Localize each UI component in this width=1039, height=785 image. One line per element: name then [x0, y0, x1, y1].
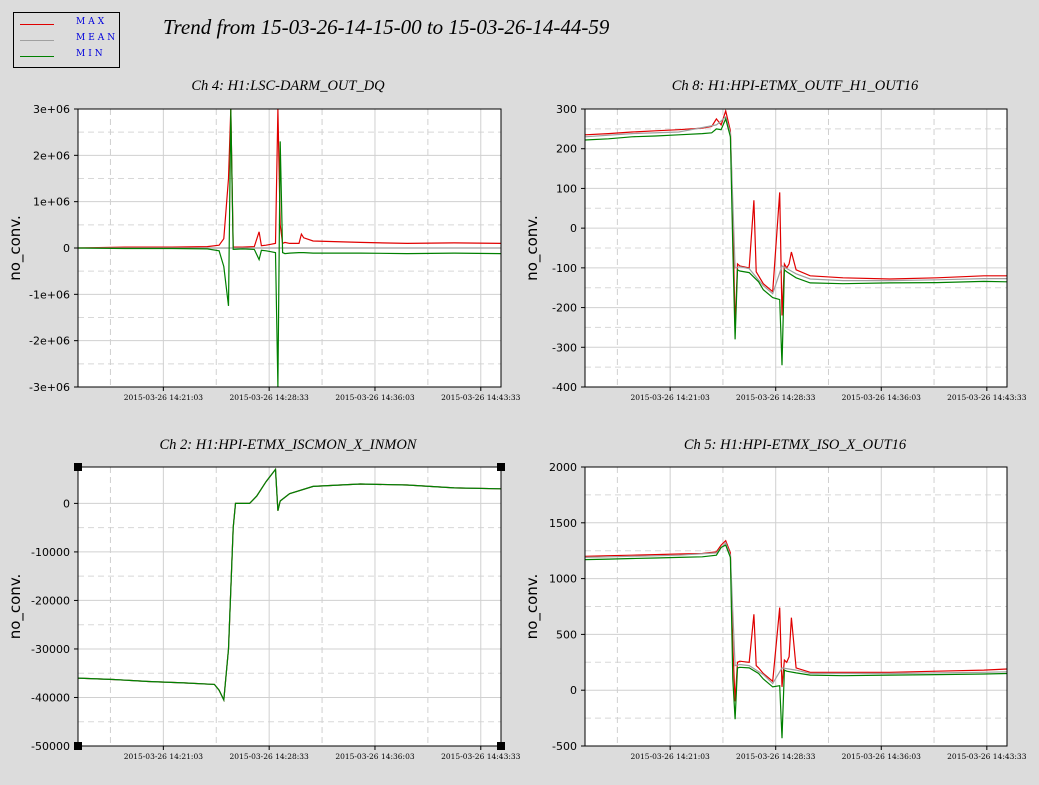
y-tick-label: -50000: [31, 740, 70, 753]
y-tick-label: 1500: [549, 517, 577, 530]
chart-title: Ch 5: H1:HPI-ETMX_ISO_X_OUT16: [684, 437, 907, 453]
y-tick-label: 0: [63, 242, 70, 255]
y-tick-label: -3e+06: [29, 381, 70, 394]
x-tick-label: 2015-03-26 14:28:33: [736, 752, 816, 761]
selection-handle: [74, 742, 82, 750]
legend-item-max: MAX: [20, 17, 115, 31]
y-tick-label: 3e+06: [33, 103, 70, 116]
plot-frame: [584, 466, 1008, 747]
chart-panel-4: -500 0 500 1000 1500 2000 2015-03-26 14:21:03 2…: [523, 437, 1027, 761]
series-line-min: [77, 467, 502, 703]
legend-swatch-min: [20, 56, 54, 57]
chart-panel-3: -50000 -40000 -30000 -20000 -10000 0 2015-03-2…: [6, 437, 521, 761]
y-tick-label: -200: [552, 302, 577, 315]
y-tick-label: 300: [556, 103, 577, 116]
x-tick-label: 2015-03-26 14:21:03: [124, 752, 204, 761]
x-tick-label: 2015-03-26 14:43:33: [947, 752, 1027, 761]
y-tick-label: 0: [570, 222, 577, 235]
series-line-max: [77, 108, 502, 249]
series-line-mean: [584, 115, 1007, 295]
legend-swatch-max: [20, 24, 54, 25]
legend-label-min: MIN: [76, 49, 106, 59]
y-tick-label: 0: [570, 684, 577, 697]
series-line-min: [584, 117, 1008, 366]
series-line-min: [584, 544, 1008, 739]
y-tick-label: 1e+06: [33, 196, 70, 209]
y-axis-label: no_conv.: [523, 574, 542, 640]
y-axis-label: no_conv.: [6, 215, 25, 281]
plot-frame: [77, 466, 502, 747]
y-tick-label: 2000: [549, 461, 577, 474]
x-tick-label: 2015-03-26 14:36:03: [335, 393, 415, 402]
x-tick-label: 2015-03-26 14:36:03: [842, 393, 922, 402]
y-tick-label: -100: [552, 262, 577, 275]
page-title: Trend from 15-03-26-14-15-00 to 15-03-26…: [163, 15, 610, 39]
x-tick-label: 2015-03-26 14:43:33: [947, 393, 1027, 402]
selection-handle: [497, 742, 505, 750]
y-tick-label: -1e+06: [29, 288, 70, 301]
legend-label-mean: MEAN: [76, 33, 119, 43]
x-tick-label: 2015-03-26 14:21:03: [124, 393, 204, 402]
chart-title: Ch 8: H1:HPI-ETMX_OUTF_H1_OUT16: [672, 78, 919, 94]
y-axis-label: no_conv.: [523, 215, 542, 281]
selection-handle: [497, 463, 505, 471]
y-tick-label: -400: [552, 381, 577, 394]
y-tick-label: -10000: [31, 546, 70, 559]
y-tick-label: -20000: [31, 594, 70, 607]
legend-item-min: MIN: [20, 49, 115, 63]
chart-title: Ch 2: H1:HPI-ETMX_ISCMON_X_INMON: [160, 437, 418, 453]
x-tick-label: 2015-03-26 14:28:33: [736, 393, 816, 402]
chart-panel-2: -400 -300 -200 -100 0 100 200 300 2015-03-26 14:…: [523, 78, 1027, 402]
y-tick-label: 100: [556, 182, 577, 195]
x-tick-label: 2015-03-26 14:43:33: [441, 393, 521, 402]
series-line-max: [584, 108, 1007, 328]
selection-handle: [74, 463, 82, 471]
x-tick-label: 2015-03-26 14:36:03: [335, 752, 415, 761]
y-tick-label: -2e+06: [29, 335, 70, 348]
y-axis-label: no_conv.: [6, 574, 25, 640]
legend: MAX MEAN MIN: [13, 12, 120, 68]
plot-area: [78, 467, 501, 746]
plot-frame: [584, 108, 1008, 388]
y-tick-label: -30000: [31, 643, 70, 656]
x-tick-label: 2015-03-26 14:21:03: [630, 752, 710, 761]
x-tick-label: 2015-03-26 14:21:03: [630, 393, 710, 402]
x-tick-label: 2015-03-26 14:28:33: [230, 752, 310, 761]
x-tick-label: 2015-03-26 14:28:33: [230, 393, 310, 402]
chart-title: Ch 4: H1:LSC-DARM_OUT_DQ: [191, 78, 385, 94]
y-tick-label: -300: [552, 341, 577, 354]
y-tick-label: 2e+06: [33, 149, 70, 162]
y-tick-label: 1000: [549, 573, 577, 586]
y-tick-label: 0: [63, 497, 70, 510]
legend-label-max: MAX: [76, 17, 108, 27]
y-tick-label: -500: [552, 740, 577, 753]
chart-panel-1: -3e+06 -2e+06 -1e+06 0 1e+06 2e+06 3e+06 2015-0…: [6, 78, 521, 402]
y-tick-label: 500: [556, 628, 577, 641]
x-tick-label: 2015-03-26 14:43:33: [441, 752, 521, 761]
y-tick-label: 200: [556, 143, 577, 156]
x-tick-label: 2015-03-26 14:36:03: [842, 752, 922, 761]
series-line-min: [77, 108, 502, 388]
y-tick-label: -40000: [31, 691, 70, 704]
series-line-mean: [584, 541, 1008, 685]
legend-swatch-mean: [20, 40, 54, 41]
legend-item-mean: MEAN: [20, 33, 115, 47]
